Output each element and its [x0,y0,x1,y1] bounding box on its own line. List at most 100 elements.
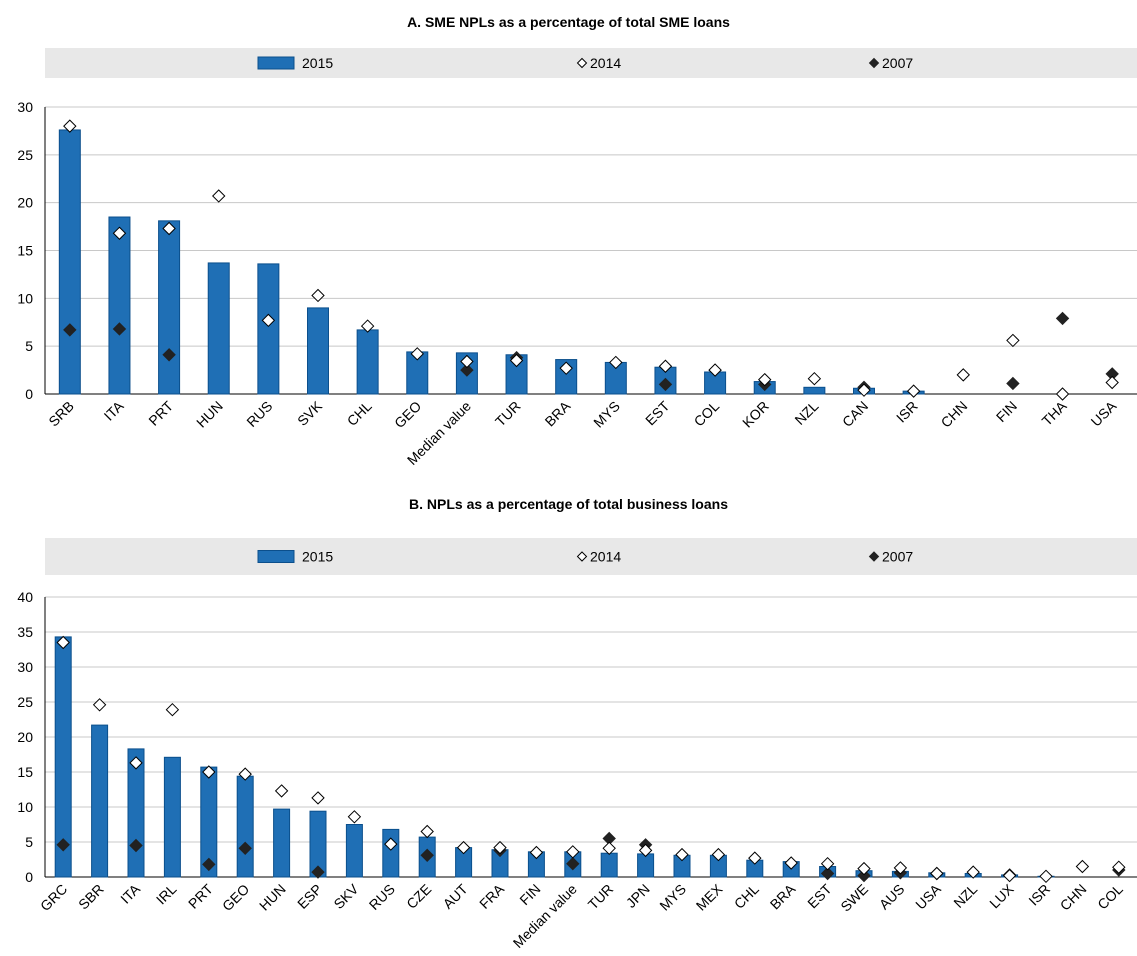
marker-2014 [931,868,943,880]
y-tick-label: 25 [17,147,33,163]
x-tick-label: GEO [219,881,252,914]
legend-swatch-2015 [258,57,294,69]
marker-2014 [1007,334,1019,346]
chart-a-title: A. SME NPLs as a percentage of total SME… [0,14,1137,30]
marker-2014 [908,385,920,397]
chart-b-title: B. NPLs as a percentage of total busines… [0,496,1137,512]
legend-label-2007: 2007 [882,549,913,565]
x-tick-label: AUS [876,881,908,913]
bar-2015 [109,217,130,394]
marker-2014 [603,842,615,854]
x-tick-label: MEX [693,880,726,913]
x-tick-label: GEO [391,398,424,431]
x-tick-label: PRT [185,880,216,911]
marker-2014 [1106,377,1118,389]
legend-swatch-2015 [258,551,294,563]
marker-2014 [1076,861,1088,873]
bar-2015 [357,330,378,394]
y-tick-label: 30 [17,659,33,675]
x-tick-label: CAN [839,398,871,430]
y-tick-label: 15 [17,764,33,780]
bar-2015 [164,757,180,877]
x-tick-label: ITA [117,880,143,906]
y-tick-label: 15 [17,243,33,259]
marker-2014 [213,190,225,202]
x-tick-label: SWE [837,881,871,915]
x-tick-label: IRL [153,881,180,908]
marker-2014 [312,289,324,301]
y-tick-label: 0 [25,386,33,402]
x-tick-label: RUS [243,398,275,430]
y-tick-label: 10 [17,290,33,306]
legend-label-2014: 2014 [590,549,621,565]
x-tick-label: COL [1094,881,1126,913]
x-tick-label: ITA [101,397,127,423]
x-tick-label: KOR [739,398,772,431]
bar-2015 [159,221,180,394]
marker-2014 [1040,870,1052,882]
x-tick-label: SRB [45,398,77,430]
bar-2015 [258,264,279,394]
x-tick-label: FRA [476,880,508,912]
marker-2014 [1004,870,1016,882]
marker-2014 [276,785,288,797]
bar-2015 [208,263,229,394]
x-tick-label: COL [691,398,723,430]
y-tick-label: 5 [25,834,33,850]
chart-b: 2015 2014 2007 0 5 10 15 20 25 30 35 40 GRC SBR ITA IRL… [0,520,1137,956]
bar-2015 [638,854,654,877]
x-tick-label: THA [1039,397,1071,429]
bar-2015 [308,308,329,394]
x-tick-label: FIN [993,398,1020,425]
x-tick-label: USA [1088,397,1120,429]
y-tick-label: 5 [25,338,33,354]
y-tick-label: 0 [25,869,33,885]
bar-2015 [804,387,825,394]
marker-2014 [166,704,178,716]
x-tick-label: JPN [623,881,653,911]
x-tick-label: MYS [656,881,689,914]
y-tick-label: 30 [17,99,33,115]
x-tick-label: CHN [938,398,971,431]
y-tick-label: 25 [17,694,33,710]
x-tick-label: NZL [791,398,821,428]
bar-2015 [92,725,108,877]
y-tick-label: 40 [17,589,33,605]
marker-2014 [348,811,360,823]
marker-2007 [1007,377,1019,389]
y-tick-label: 35 [17,624,33,640]
x-tick-label: HUN [193,398,226,431]
bar-2015 [237,776,253,877]
y-tick-label: 20 [17,729,33,745]
marker-2014 [421,826,433,838]
legend-label-2015: 2015 [302,55,333,71]
x-tick-label: CHN [1057,881,1090,914]
bar-2015 [601,853,617,877]
x-tick-label: FIN [516,881,543,908]
x-tick-label: USA [912,880,944,912]
marker-2014 [808,373,820,385]
x-tick-label: GRC [37,881,70,914]
marker-2014 [94,699,106,711]
x-tick-label: SBR [75,881,107,913]
legend-label-2007: 2007 [882,55,913,71]
x-tick-label: LUX [986,880,1017,911]
x-tick-label: ESP [294,881,325,912]
x-tick-label: SVK [294,397,326,429]
x-tick-label: BRA [542,397,574,429]
x-tick-label: ISR [1025,881,1053,909]
bar-2015 [346,825,362,878]
marker-2014 [957,369,969,381]
x-tick-label: EST [804,880,835,911]
x-tick-label: TUR [492,398,524,430]
marker-2007 [1057,312,1069,324]
x-tick-label: BRA [767,880,799,912]
legend-label-2014: 2014 [590,55,621,71]
chart-a: 2015 2014 2007 0 5 10 15 20 25 30 SRB ITA PRT HUN RUS S… [0,42,1137,474]
x-tick-label: Median value [510,881,580,951]
x-tick-label: SKV [330,880,362,912]
x-tick-label: CHL [731,881,762,912]
x-tick-label: AUT [440,880,471,911]
x-tick-label: NZL [950,881,980,911]
y-tick-label: 20 [17,195,33,211]
